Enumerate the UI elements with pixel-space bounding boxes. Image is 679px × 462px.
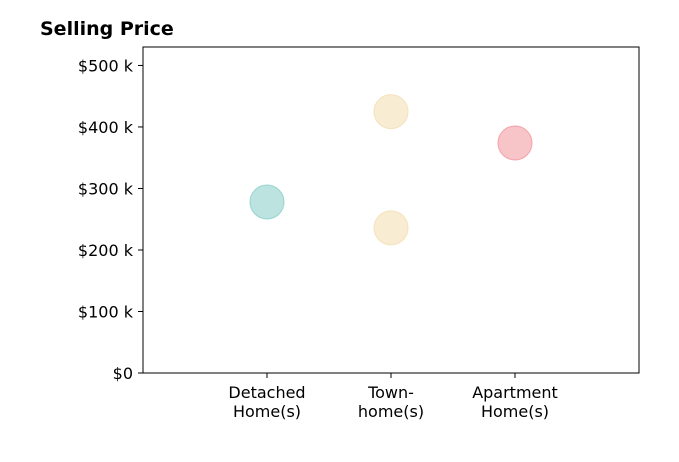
data-points [249, 94, 533, 246]
y-tick-label: $400 k [78, 118, 134, 137]
chart-title: Selling Price [40, 18, 174, 40]
x-axis: Detached Home(s) Town-home(s) Apartment Home… [228, 373, 558, 421]
y-tick-label: $200 k [78, 241, 134, 260]
data-point [497, 125, 533, 161]
y-tick-label: $100 k [78, 302, 134, 321]
data-point [373, 94, 409, 130]
data-point [373, 210, 409, 246]
y-tick-label: $300 k [78, 179, 134, 198]
y-tick-label: $0 [113, 364, 133, 383]
data-point [249, 184, 285, 220]
y-axis: $0 $100 k $200 k $300 k $400 k $500 k [78, 56, 143, 383]
x-tick-label: Town-home(s) [358, 383, 424, 421]
y-tick-label: $500 k [78, 56, 134, 75]
x-tick-label: Detached Home(s) [228, 383, 305, 421]
x-tick-label: Apartment Home(s) [472, 383, 558, 421]
